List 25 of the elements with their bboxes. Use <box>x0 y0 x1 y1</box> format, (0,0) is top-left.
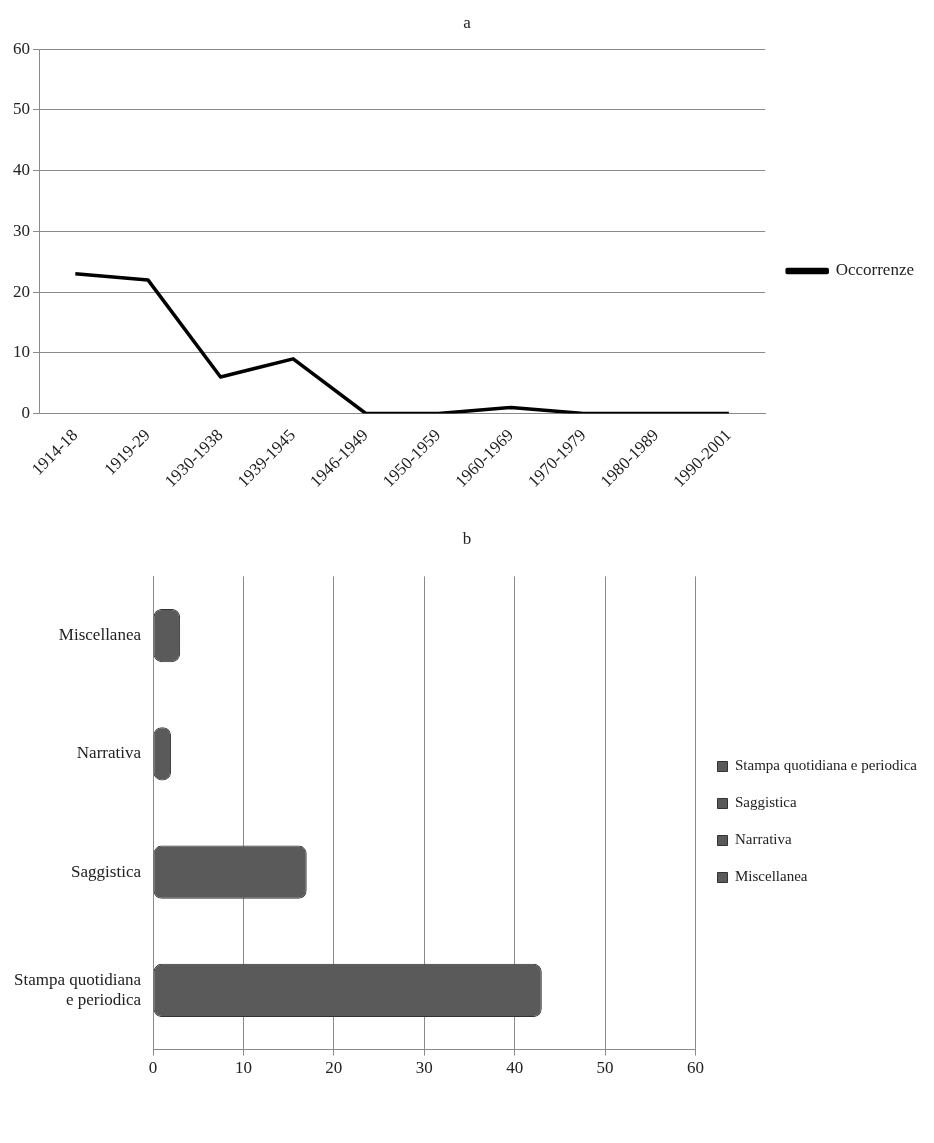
legend-label: Narrativa <box>735 831 792 848</box>
y-tick-label: 30 <box>13 220 30 240</box>
x-tick-label: 60 <box>687 1058 704 1078</box>
x-tick-label: 50 <box>596 1058 614 1078</box>
y-tick-label: 50 <box>13 99 30 119</box>
y-tick-label: 0 <box>21 402 30 422</box>
legend-label: Stampa quotidiana e periodica <box>735 757 918 774</box>
y-tick-label: Saggistica <box>71 861 142 881</box>
y-tick-label: Stampa quotidiana e periodica <box>13 969 142 1010</box>
y-tick-label: Narrativa <box>76 743 142 763</box>
legend-label: Saggistica <box>735 794 797 811</box>
chart-title: a <box>462 12 472 34</box>
x-tick-label: 30 <box>415 1058 433 1078</box>
y-tick-label: Miscellanea <box>58 625 142 645</box>
x-tick-label: 20 <box>325 1058 343 1078</box>
chart-title: b <box>461 528 473 550</box>
y-tick-label: 20 <box>13 281 30 301</box>
x-tick-label: 40 <box>506 1058 524 1078</box>
x-tick-label: 0 <box>148 1058 158 1078</box>
y-tick-label: 10 <box>13 342 30 362</box>
legend-label: Miscellanea <box>735 868 808 885</box>
x-tick-label: 10 <box>234 1058 252 1078</box>
legend-label: Occorrenze <box>835 260 914 280</box>
y-tick-label: 60 <box>13 38 30 58</box>
y-tick-label: 40 <box>13 160 30 180</box>
